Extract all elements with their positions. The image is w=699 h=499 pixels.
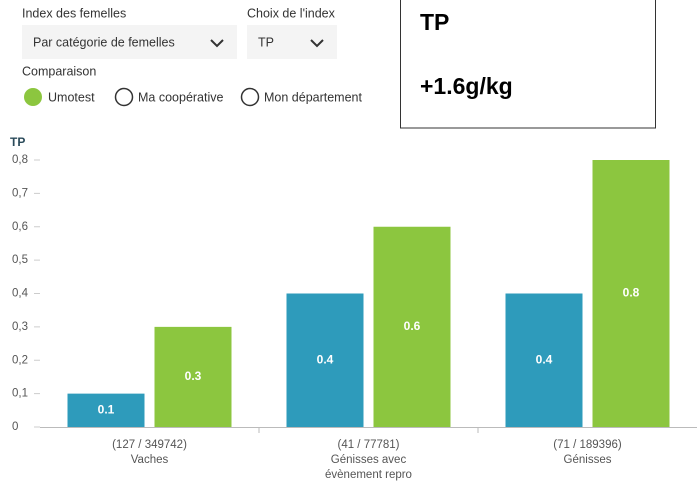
radio[interactable] — [240, 87, 260, 107]
bar — [286, 293, 364, 427]
radio-umotest[interactable]: Umotest — [24, 88, 95, 106]
index-dropdown[interactable]: Par catégorie de femelles — [22, 25, 237, 59]
x-tick-label: (127 / 349742) — [112, 439, 187, 451]
radio-label[interactable]: Umotest — [48, 90, 95, 104]
x-tick-label: évènement repro — [325, 469, 412, 481]
y-axis-label: TP — [10, 135, 25, 149]
bar — [505, 293, 583, 427]
bar-label: 0.3 — [185, 369, 202, 383]
bar-label: 0.1 — [98, 402, 115, 416]
y-tick-label: 0 — [12, 421, 18, 433]
x-tick-label: (41 / 77781) — [337, 439, 399, 451]
radio-label[interactable]: Ma coopérative — [138, 90, 224, 104]
bar — [592, 160, 670, 427]
bar — [373, 226, 451, 427]
y-tick-label: 0,1 — [12, 388, 28, 400]
x-tick-label: (71 / 189396) — [553, 439, 622, 451]
choice-label: Choix de l'index — [247, 6, 336, 20]
bar-label: 0.6 — [404, 319, 421, 333]
radio-label[interactable]: Mon département — [264, 90, 363, 104]
y-tick-label: 0,7 — [12, 187, 28, 199]
bar-label: 0.4 — [317, 352, 334, 366]
bar — [154, 326, 232, 427]
dropdown-value[interactable]: Par catégorie de femelles — [33, 35, 175, 49]
bar — [67, 393, 145, 427]
dropdown-box[interactable] — [22, 25, 237, 59]
index-label: Index des femelles — [22, 6, 126, 20]
bar-label: 0.8 — [623, 286, 640, 300]
y-tick-label: 0,8 — [12, 154, 28, 166]
dropdown-value[interactable]: TP — [258, 35, 274, 49]
y-tick-label: 0,5 — [12, 254, 28, 266]
info-box — [400, 0, 656, 129]
info-title: TP — [420, 9, 449, 35]
choice-dropdown[interactable]: TP — [247, 25, 337, 59]
x-tick-label: Vaches — [131, 454, 169, 466]
comparison-label: Comparaison — [22, 64, 96, 78]
radio-dept[interactable]: Mon département — [240, 87, 363, 107]
bar-label: 0.4 — [536, 352, 553, 366]
radio[interactable] — [114, 87, 134, 107]
info-value: +1.6g/kg — [420, 73, 513, 99]
chevron[interactable] — [210, 39, 224, 48]
y-tick-label: 0,2 — [12, 354, 28, 366]
y-tick-label: 0,4 — [12, 288, 29, 300]
y-tick-label: 0,6 — [12, 221, 28, 233]
chevron[interactable] — [310, 39, 324, 48]
y-tick-label: 0,3 — [12, 321, 28, 333]
radio-coop[interactable]: Ma coopérative — [114, 87, 224, 107]
x-tick-label: Génisses — [564, 454, 612, 466]
x-tick-label: Génisses avec — [331, 454, 407, 466]
radio-selected[interactable] — [24, 88, 42, 106]
